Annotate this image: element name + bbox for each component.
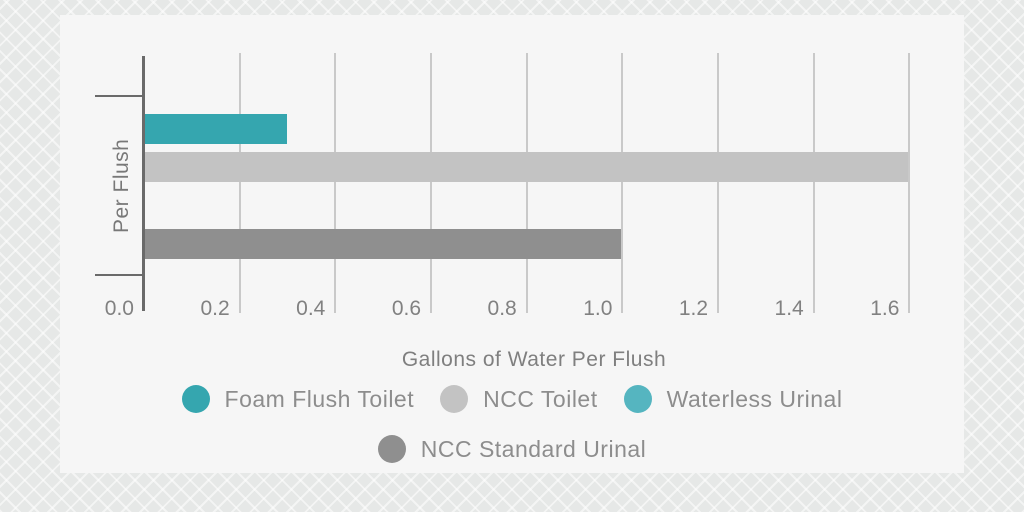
x-tick-label-1.2: 1.2: [678, 297, 709, 320]
legend-label-foam-flush-toilet: Foam Flush Toilet: [224, 385, 415, 412]
chart-card: Per Flush Gallons of Water Per Flush 0.0…: [60, 15, 964, 473]
legend-item-ncc-standard-urinal: NCC Standard Urinal: [377, 435, 647, 463]
legend-dot-foam-flush-toilet: [181, 385, 210, 413]
category-tick-bottom: [95, 274, 144, 276]
legend-row-2: NCC Standard Urinal: [377, 435, 647, 463]
bar-foam-flush-toilet: [145, 114, 287, 144]
x-tick-label-1.4: 1.4: [774, 297, 804, 320]
legend-label-ncc-toilet: NCC Toilet: [483, 385, 598, 412]
x-tick-label-0.8: 0.8: [487, 297, 517, 320]
gridline-1.2: [717, 53, 720, 313]
x-tick-label-0.6: 0.6: [391, 297, 422, 320]
x-tick-label-0.2: 0.2: [200, 297, 230, 320]
y-axis-line: [142, 56, 145, 311]
plot-area: Per Flush Gallons of Water Per Flush 0.0…: [60, 15, 964, 473]
legend-item-foam-flush-toilet: Foam Flush Toilet: [181, 385, 415, 413]
legend-label-waterless-urinal: Waterless Urinal: [666, 385, 843, 412]
gridline-0.8: [525, 53, 528, 313]
x-axis-label: Gallons of Water Per Flush: [401, 348, 667, 371]
gridline-0.2: [238, 53, 241, 313]
legend-row-1: Foam Flush Toilet NCC Toilet Waterless Uri…: [181, 385, 843, 413]
gridline-0.4: [334, 53, 337, 313]
gridline-1.0: [621, 53, 624, 313]
x-tick-label-0.4: 0.4: [296, 297, 326, 320]
bar-ncc-toilet: [145, 152, 909, 182]
legend-dot-ncc-toilet: [440, 385, 469, 413]
legend-dot-waterless-urinal: [623, 385, 652, 413]
x-tick-label-1.6: 1.6: [870, 297, 900, 320]
legend-label-ncc-standard-urinal: NCC Standard Urinal: [420, 435, 647, 462]
y-axis-label: Per Flush: [110, 138, 133, 233]
gridline-1.4: [812, 53, 815, 313]
legend-item-ncc-toilet: NCC Toilet: [440, 385, 598, 413]
legend-item-waterless-urinal: Waterless Urinal: [623, 385, 843, 413]
x-tick-label-1.0: 1.0: [583, 297, 613, 320]
bar-ncc-standard-urinal: [145, 229, 622, 259]
x-tick-label-0.0: 0.0: [104, 297, 134, 320]
chart-legend: Foam Flush Toilet NCC Toilet Waterless Uri…: [60, 385, 964, 463]
category-tick-top: [95, 95, 144, 97]
gridline-1.6: [908, 53, 911, 313]
gridline-0.6: [430, 53, 433, 313]
legend-dot-ncc-standard-urinal: [377, 435, 406, 463]
